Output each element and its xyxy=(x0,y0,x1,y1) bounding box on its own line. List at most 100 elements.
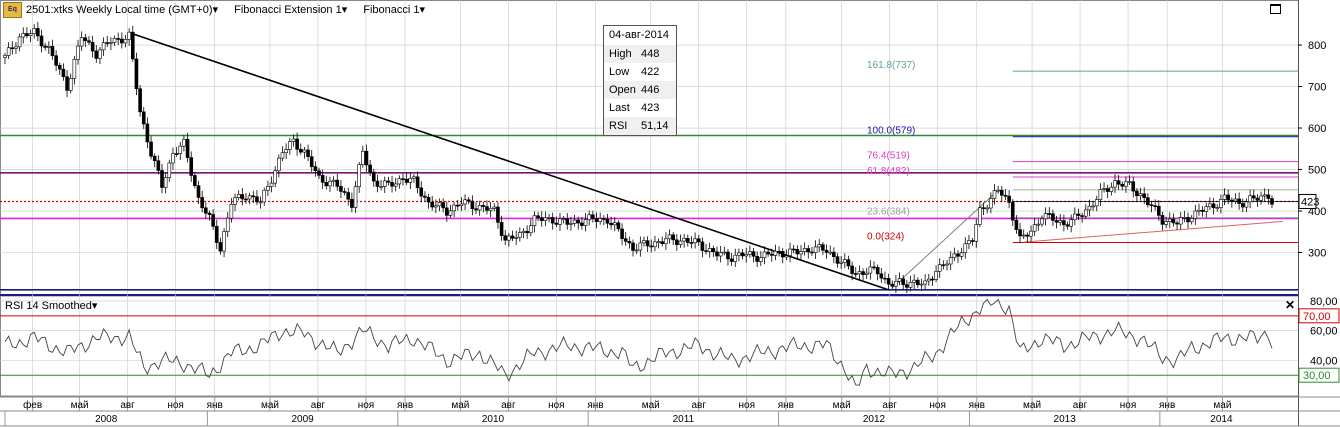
candle-body xyxy=(251,195,256,198)
month-label: янв xyxy=(1159,400,1175,411)
rsi-level-box xyxy=(1298,308,1340,324)
price-tooltip: 04-авг-2014 High 448 Low 422 Open 446 Last 4… xyxy=(603,25,677,136)
candle-body xyxy=(726,251,730,260)
candle-body xyxy=(572,219,577,224)
candle-body xyxy=(57,64,62,70)
tooltip-row-rsi: RSI 51,14 xyxy=(604,117,676,135)
candle-body xyxy=(1098,189,1103,200)
candle-body xyxy=(229,204,234,219)
candle-body xyxy=(120,38,124,44)
candle-body xyxy=(908,282,913,288)
candle-body xyxy=(543,217,548,221)
candle-body xyxy=(335,179,340,187)
candle-body xyxy=(1021,234,1026,237)
candle-body xyxy=(39,35,44,47)
candle-body xyxy=(937,264,942,272)
candle-body xyxy=(1043,213,1048,220)
month-label: янв xyxy=(207,400,223,411)
candle-body xyxy=(101,42,106,51)
candle-body xyxy=(1083,209,1088,217)
month-label: авг xyxy=(120,400,135,411)
candle-body xyxy=(587,214,592,220)
candle-body xyxy=(379,186,383,188)
candle-body xyxy=(222,231,226,252)
candle-body xyxy=(437,202,442,207)
candle-body xyxy=(605,218,610,224)
chart-header: 2501:xtks Weekly Local time (GMT+0)▾ Fib… xyxy=(26,3,425,16)
candle-body xyxy=(1138,193,1143,197)
candle-body xyxy=(1069,219,1073,227)
candle-body xyxy=(211,214,215,227)
candle-body xyxy=(375,180,380,187)
maximize-icon[interactable] xyxy=(1270,4,1281,14)
candle-body xyxy=(1142,193,1147,198)
candle-body xyxy=(620,228,624,239)
fib-extension-dropdown[interactable]: Fibonacci Extension 1▾ xyxy=(234,4,348,16)
candle-body xyxy=(627,241,632,244)
candle-body xyxy=(510,235,515,239)
candle-body xyxy=(1160,215,1165,225)
candle-body xyxy=(503,235,508,241)
tooltip-key: High xyxy=(609,48,632,60)
candle-body xyxy=(729,258,734,262)
candle-body xyxy=(696,238,701,243)
year-label: 2012 xyxy=(863,414,886,425)
candle-body xyxy=(759,257,763,262)
candle-body xyxy=(90,42,95,52)
candle-body xyxy=(200,197,204,209)
candle-body xyxy=(788,248,792,256)
candle-body xyxy=(948,257,953,265)
candle-body xyxy=(1080,215,1084,217)
candle-body xyxy=(481,205,486,207)
month-label: авг xyxy=(882,400,897,411)
fib-level-label: 23.6(384) xyxy=(867,207,910,218)
candle-body xyxy=(54,55,58,66)
candle-body xyxy=(1164,221,1168,225)
candle-body xyxy=(832,251,836,257)
candle-body xyxy=(361,150,365,165)
month-label: янв xyxy=(778,400,794,411)
month-label: ноя xyxy=(358,400,375,411)
candle-body xyxy=(733,254,738,262)
candle-body xyxy=(1237,198,1241,204)
candle-body xyxy=(897,278,902,282)
month-label: янв xyxy=(587,400,603,411)
candle-body xyxy=(280,152,285,159)
candle-body xyxy=(21,33,26,38)
symbol-dropdown[interactable]: 2501:xtks Weekly Local time (GMT+0)▾ xyxy=(26,4,219,16)
candle-body xyxy=(678,240,683,245)
candle-body xyxy=(1226,194,1230,201)
fibonacci-dropdown[interactable]: Fibonacci 1▾ xyxy=(363,4,426,16)
lines-layer xyxy=(0,31,1298,376)
candle-body xyxy=(507,235,511,241)
candle-body xyxy=(364,150,369,166)
candle-body xyxy=(780,251,785,258)
candle-body xyxy=(598,218,602,222)
candle-body xyxy=(17,36,22,48)
candle-body xyxy=(459,203,464,206)
candle-body xyxy=(762,251,767,259)
candle-body xyxy=(930,278,935,281)
candle-body xyxy=(317,170,321,176)
candle-body xyxy=(1146,197,1150,206)
month-label: май xyxy=(833,400,851,411)
rsi-dropdown[interactable]: RSI 14 Smoothed▾ xyxy=(5,300,98,312)
month-label: ноя xyxy=(548,400,565,411)
year-label: 2010 xyxy=(482,414,505,425)
candle-body xyxy=(1178,217,1183,225)
candle-body xyxy=(817,244,822,248)
month-label: май xyxy=(451,400,469,411)
candle-body xyxy=(821,244,825,251)
candle-body xyxy=(623,238,628,242)
candle-body xyxy=(576,219,581,224)
candle-body xyxy=(397,178,402,185)
candle-body xyxy=(1116,180,1121,185)
candle-body xyxy=(357,164,361,187)
candle-body xyxy=(10,47,15,50)
candle-body xyxy=(685,238,690,243)
candle-body xyxy=(277,157,281,172)
candle-body xyxy=(645,240,650,247)
tooltip-row-last: Last 423 xyxy=(604,99,676,117)
close-icon[interactable]: ✕ xyxy=(1285,298,1296,312)
